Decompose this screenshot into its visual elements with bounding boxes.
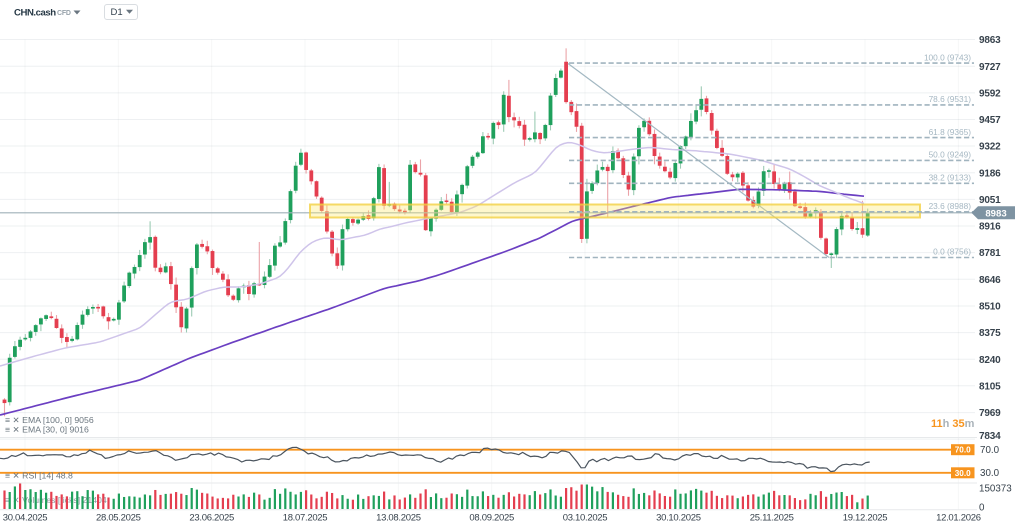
svg-text:7834: 7834 xyxy=(979,431,1001,442)
svg-text:8646: 8646 xyxy=(979,275,1001,286)
svg-text:0: 0 xyxy=(979,503,985,514)
svg-text:9322: 9322 xyxy=(979,142,1001,153)
svg-text:19.12.2025: 19.12.2025 xyxy=(843,513,888,524)
svg-text:0.0 (8756): 0.0 (8756) xyxy=(933,247,971,257)
svg-text:28.05.2025: 28.05.2025 xyxy=(96,513,141,524)
svg-text:D1: D1 xyxy=(111,7,123,18)
svg-text:8510: 8510 xyxy=(979,302,1001,313)
svg-text:9592: 9592 xyxy=(979,89,1001,100)
svg-text:30.04.2025: 30.04.2025 xyxy=(3,513,48,524)
svg-text:8781: 8781 xyxy=(979,248,1001,259)
svg-text:8916: 8916 xyxy=(979,222,1001,233)
svg-text:23.06.2025: 23.06.2025 xyxy=(189,513,234,524)
svg-text:23.6 (8988): 23.6 (8988) xyxy=(929,201,972,211)
svg-text:100.0 (9743): 100.0 (9743) xyxy=(924,52,971,62)
svg-text:61.8 (9365): 61.8 (9365) xyxy=(929,127,972,137)
svg-text:≡ ✕ EMA [30, 0] 9016: ≡ ✕ EMA [30, 0] 9016 xyxy=(5,425,89,435)
svg-text:25.11.2025: 25.11.2025 xyxy=(750,513,794,524)
svg-text:18.07.2025: 18.07.2025 xyxy=(283,513,328,524)
svg-text:7969: 7969 xyxy=(979,408,1001,419)
svg-text:08.09.2025: 08.09.2025 xyxy=(469,513,514,524)
svg-text:8375: 8375 xyxy=(979,328,1001,339)
svg-text:9727: 9727 xyxy=(979,62,1001,73)
svg-text:78.6 (9531): 78.6 (9531) xyxy=(929,94,972,104)
svg-text:13.08.2025: 13.08.2025 xyxy=(376,513,421,524)
svg-text:9457: 9457 xyxy=(979,115,1001,126)
svg-text:CHN.cash: CHN.cash xyxy=(14,8,56,19)
svg-text:50.0 (9249): 50.0 (9249) xyxy=(929,150,972,160)
svg-text:150373: 150373 xyxy=(979,484,1012,495)
svg-text:70.0: 70.0 xyxy=(980,445,1000,456)
svg-text:≡ ✕ RSI [14] 48.8: ≡ ✕ RSI [14] 48.8 xyxy=(5,471,73,481)
svg-text:≡ ✕ EMA [100, 0] 9056: ≡ ✕ EMA [100, 0] 9056 xyxy=(5,415,94,425)
svg-text:03.10.2025: 03.10.2025 xyxy=(563,513,608,524)
svg-text:11h 35m: 11h 35m xyxy=(931,418,975,430)
svg-text:CFD: CFD xyxy=(57,10,71,17)
svg-text:38.2 (9133): 38.2 (9133) xyxy=(929,173,972,183)
svg-text:8983: 8983 xyxy=(985,208,1006,219)
svg-text:9186: 9186 xyxy=(979,168,1001,179)
svg-text:9863: 9863 xyxy=(979,35,1001,46)
svg-text:8240: 8240 xyxy=(979,355,1001,366)
svg-text:12.01.2026: 12.01.2026 xyxy=(936,513,981,524)
svg-text:8105: 8105 xyxy=(979,381,1001,392)
svg-text:30.0: 30.0 xyxy=(980,468,1000,479)
svg-text:70.0: 70.0 xyxy=(955,446,971,455)
svg-text:9051: 9051 xyxy=(979,195,1001,206)
svg-text:30.10.2025: 30.10.2025 xyxy=(656,513,701,524)
svg-text:30.0: 30.0 xyxy=(955,469,971,478)
